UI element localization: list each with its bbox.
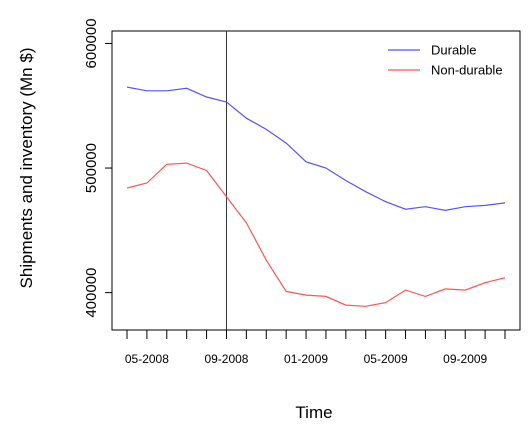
y-axis-title: Shipments and inventory (Mn $) [17,48,36,289]
y-axis: 400000 500000 600000 [83,18,112,318]
series-line-durable [126,86,506,212]
x-tick-label: 01-2009 [284,352,328,366]
y-tick-label: 600000 [83,18,100,68]
legend-label: Non-durable [431,63,503,78]
y-tick-label: 400000 [83,268,100,318]
x-axis: 05-2008 09-2008 01-2009 05-2009 09-2009 [125,330,506,366]
x-tick-label: 09-2008 [204,352,248,366]
plot-area [111,30,521,331]
x-tick-label: 09-2009 [443,352,487,366]
x-tick-label: 05-2009 [364,352,408,366]
x-tick-label: 05-2008 [125,352,169,366]
legend-label: Durable [431,43,477,58]
x-axis-title: Time [295,403,332,422]
y-tick-label: 500000 [83,143,100,193]
series-line-non-durable [126,162,506,307]
plot-frame [111,30,521,331]
legend: Durable Non-durable [388,43,503,78]
series-layer [126,86,506,307]
